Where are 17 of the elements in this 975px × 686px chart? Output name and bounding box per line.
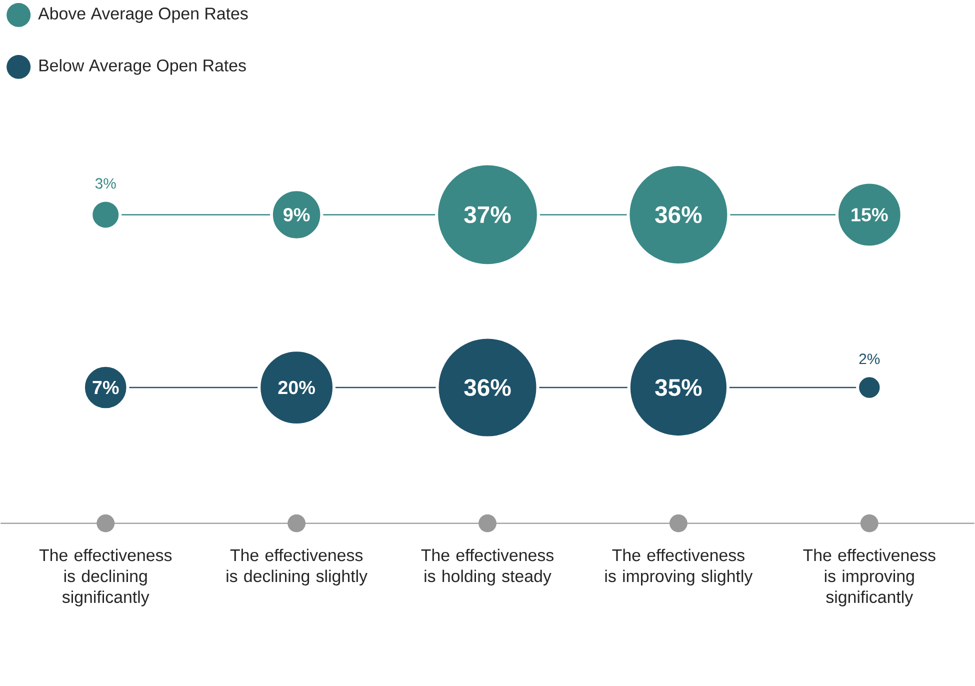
category-label: The effectiveness is improving significantly [803,548,936,606]
data-label: 35% [655,379,702,396]
data-label: 2% [859,354,880,364]
data-label: 9% [284,208,310,222]
data-label: 37% [464,206,511,224]
legend-label: Above Average Open Rates [38,7,248,23]
category-label: The effectiveness is declining significantly [39,548,172,606]
data-label: 36% [655,206,702,224]
category-label: The effectiveness is declining slightly [226,548,368,586]
data-label: 36% [464,379,511,396]
data-label: 20% [278,380,315,394]
data-label: 7% [92,380,119,394]
legend-label: Below Average Open Rates [39,59,246,75]
category-label: The effectiveness is holding steady [421,548,554,586]
data-label: 15% [852,208,888,222]
category-label: The effectiveness is improving slightly [605,548,753,586]
data-label: 3% [95,178,116,189]
